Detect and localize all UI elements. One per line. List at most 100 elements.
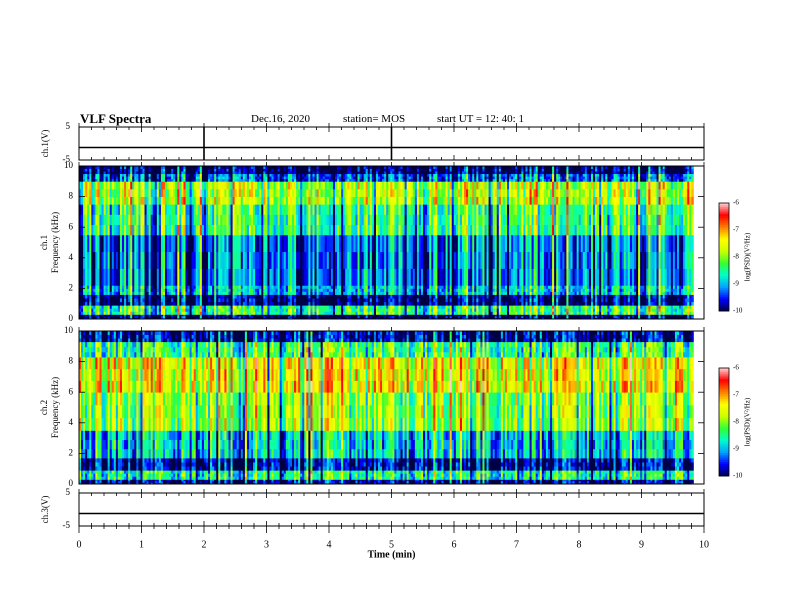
spectrogram-cell [117,234,121,253]
spectrogram-cell [83,294,86,299]
spectrogram-cell [148,294,152,299]
spectrogram-cell [111,251,115,269]
spectrogram-cell [152,288,156,292]
spectrogram-cell [177,181,180,190]
spectrogram-cell [187,314,190,317]
spectrogram-cell [136,268,139,286]
spectrogram-cell [105,224,109,236]
spectrogram-cell [130,285,133,289]
spectrogram-cell [205,204,209,215]
spectrogram-cell [105,294,109,299]
spectrogram-cell [138,173,141,177]
spectrogram-cell [212,168,215,172]
spectrogram-cell [154,314,158,317]
spectrogram-cell [193,301,197,306]
spectrogram-cell [212,224,215,236]
spectrogram-cell [199,178,203,182]
spectrogram-cell [183,188,186,197]
spectrogram-cell [124,166,127,169]
spectrogram-cell [224,168,227,172]
spectrogram-cell [210,214,213,226]
spectrogram-cell [113,196,117,205]
spectrogram-cell [111,311,115,315]
spectrogram-cell [134,204,137,215]
spectrogram-cell [113,166,117,169]
spectrogram-cell [160,224,164,236]
spectrogram-cell [119,181,123,190]
spectrogram-cell [83,176,86,180]
spectrogram-cell [205,196,209,205]
spectrogram-cell [138,288,141,292]
spectrogram-cell [130,214,133,226]
spectrogram-cell [222,196,225,205]
spectrogram-cell [95,291,98,295]
spectrogram-cell [195,188,199,197]
spectrogram-cell [156,305,160,309]
spectrogram-cell [214,285,217,289]
spectrogram-cell [152,178,156,182]
spectrogram-cell [103,224,107,236]
spectrogram-cell [91,308,94,312]
spectrogram-cell [113,173,117,177]
spectrogram-cell [158,234,162,253]
spectrogram-cell [193,291,197,295]
spectrogram-cell [105,315,109,318]
spectrogram-cell [126,288,129,292]
spectrogram-cell [167,285,170,289]
spectrogram-cell [144,305,147,309]
spectrogram-cell [89,214,92,226]
spectrogram-cell [93,173,96,177]
spectrogram-cell [220,188,223,197]
spectrogram-cell [228,285,231,289]
spectrogram-cell [93,317,96,320]
spectrogram-cell [87,291,90,295]
spectrogram-cell [177,234,180,253]
spectrogram-cell [156,171,160,175]
spectrogram-cell [105,176,109,180]
spectrogram-cell [134,317,137,320]
spectrogram-cell [142,308,145,312]
spectrogram-cell [146,315,150,318]
spectrogram-cell [107,251,111,269]
spectrogram-cell [113,214,117,226]
spectrogram-cell [79,168,82,172]
spectrogram-cell [193,305,197,309]
spectrogram-cell [220,171,223,175]
spectrogram-cell [208,176,211,180]
spectrogram-cell [175,176,178,180]
spectrogram-cell [107,268,111,286]
spectrogram-cell [160,298,164,303]
spectrogram-cell [175,268,178,286]
spectrogram-cell [199,214,203,226]
spectrogram-cell [181,176,184,180]
spectrogram-cell [224,268,227,286]
spectrogram-cell [150,251,154,269]
spectrogram-cell [222,168,225,172]
spectrogram-cell [128,188,131,197]
spectrogram-cell [165,285,168,289]
spectrogram-cell [179,171,182,175]
spectrogram-cell [189,188,193,197]
spectrogram-cell [195,178,199,182]
spectrogram-cell [130,173,133,177]
spectrogram-cell [150,181,154,190]
spectrogram-cell [183,251,186,269]
spectrogram-cell [87,196,90,205]
spectrogram-cell [171,291,174,295]
spectrogram-cell [156,288,160,292]
spectrogram-cell [81,176,84,180]
spectrogram-cell [130,291,133,295]
spectrogram-cell [185,173,188,177]
spectrogram-cell [205,308,209,312]
spectrogram-cell [173,285,176,289]
spectrogram-cell [216,234,219,253]
spectrogram-cell [115,317,119,320]
spectrogram-cell [175,298,178,303]
spectrogram-cell [107,315,111,318]
spectrogram-cell [185,234,188,253]
spectrogram-cell [99,178,102,182]
spectrogram-cell [136,181,139,190]
spectrogram-cell [165,308,168,312]
spectrogram-cell [107,305,111,309]
spectrogram-cell [140,173,143,177]
